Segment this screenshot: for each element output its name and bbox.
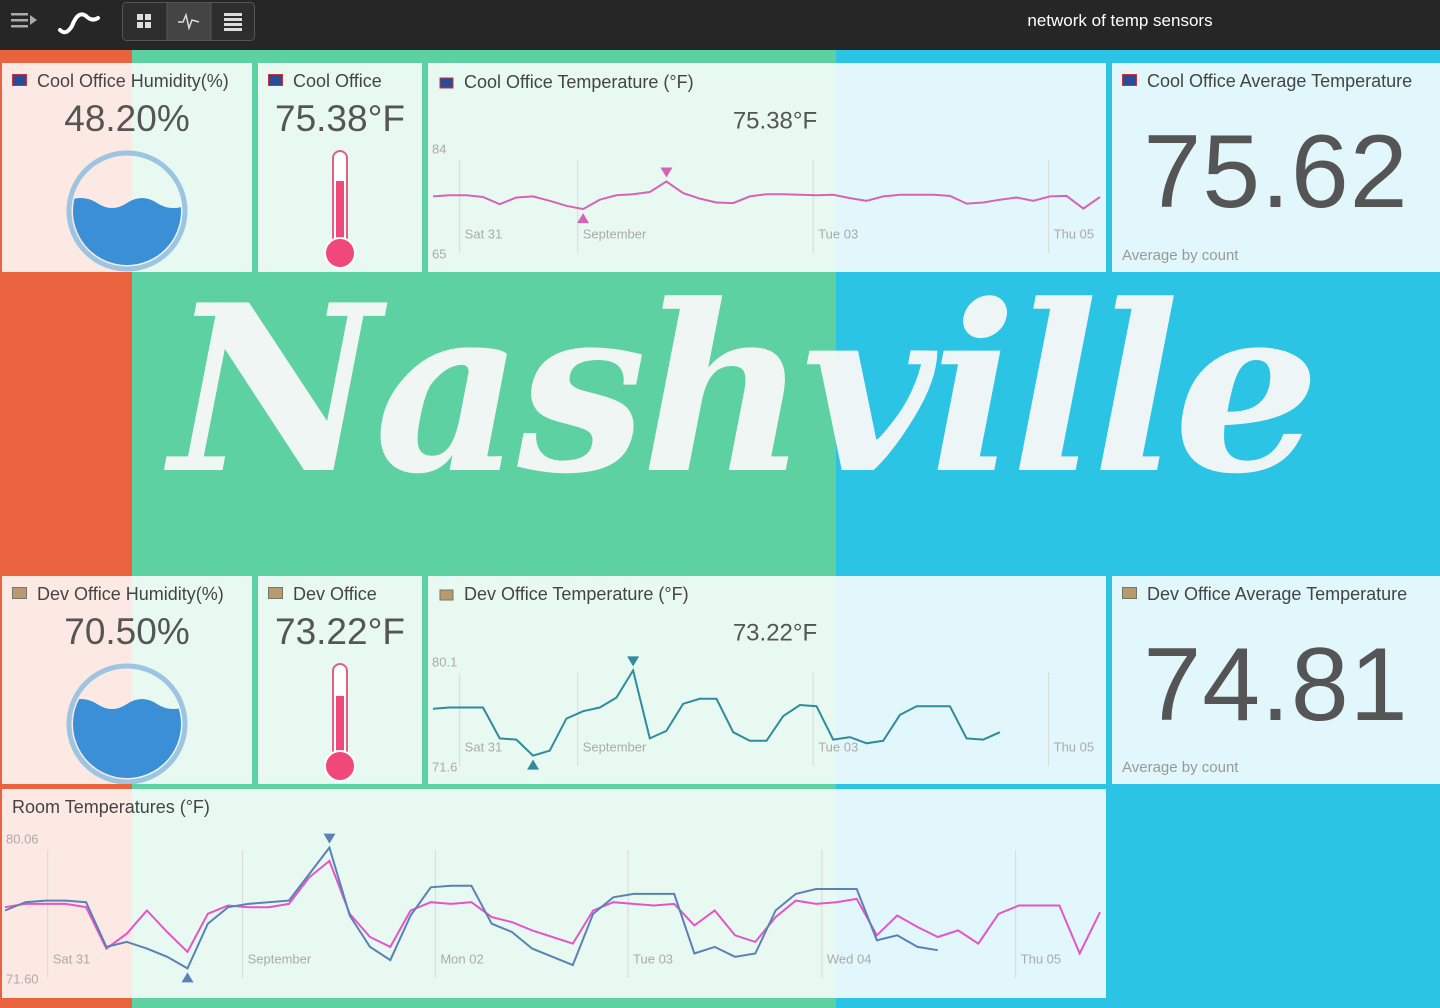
gauge — [66, 150, 188, 272]
y-tick-label: 71.60 — [6, 971, 39, 986]
title-text: Cool Office — [293, 71, 382, 91]
background-text: Nashville — [170, 255, 1320, 525]
chart-title: Room Temperatures (°F) — [12, 797, 210, 817]
header-title: network of temp sensors — [1027, 11, 1212, 30]
tile-value: 75.38°F — [275, 98, 405, 139]
logo — [58, 12, 100, 35]
y-tick-label: 65 — [432, 246, 446, 261]
chart-title: Dev Office Temperature (°F) — [464, 584, 689, 604]
thermometer — [324, 150, 356, 269]
series-line — [4, 859, 1101, 956]
tile-title: Dev Office — [268, 584, 377, 605]
tile-title: Cool Office — [268, 71, 382, 92]
title-text: Cool Office Humidity(%) — [37, 71, 229, 91]
x-tick-label: Thu 05 — [1054, 739, 1094, 754]
y-tick-label: 80.1 — [432, 654, 457, 669]
average-value: 75.62 — [1143, 114, 1409, 230]
thermometer — [324, 663, 356, 782]
tile-title: Dev Office Humidity(%) — [12, 584, 224, 605]
tile-value: 70.50% — [64, 611, 190, 652]
x-tick-label: Tue 03 — [633, 951, 673, 966]
min-marker — [527, 759, 540, 770]
average-tile: Cool Office Average Temperature 75.62 Av… — [1112, 63, 1440, 272]
temp-tile: Cool Office 75.38°F — [258, 63, 422, 272]
tile-title: Cool Office Average Temperature — [1122, 71, 1412, 92]
tile-title: Dev Office Average Temperature — [1122, 584, 1407, 605]
gauge — [66, 663, 188, 784]
x-tick-label: Mon 02 — [440, 951, 483, 966]
series-line — [4, 845, 938, 970]
temp-tile: Dev Office 73.22°F — [258, 576, 422, 784]
line-chart: Cool Office Temperature (°F) 75.38°F Sat… — [432, 72, 1101, 261]
tile-title: Cool Office Humidity(%) — [12, 71, 229, 92]
header: network of temp sensors — [0, 0, 1440, 50]
average-value: 74.81 — [1143, 627, 1409, 743]
y-tick-label: 84 — [432, 141, 446, 156]
current-value: 75.38°F — [733, 107, 817, 134]
view-list[interactable] — [224, 13, 242, 31]
min-marker — [181, 972, 194, 983]
line-chart: Dev Office Temperature (°F) 73.22°F Sat … — [432, 584, 1094, 775]
x-tick-label: September — [583, 226, 647, 241]
humidity-tile: Dev Office Humidity(%) 70.50% — [2, 576, 252, 784]
x-tick-label: Sat 31 — [53, 951, 91, 966]
view-chart[interactable] — [167, 3, 211, 40]
chart-tile: Dev Office Temperature (°F) 73.22°F Sat … — [428, 576, 1106, 784]
x-tick-label: Wed 04 — [827, 951, 872, 966]
x-tick-label: Tue 03 — [818, 226, 858, 241]
title-text: Dev Office Average Temperature — [1147, 584, 1408, 604]
x-tick-label: Thu 05 — [1021, 951, 1061, 966]
y-tick-label: 80.06 — [6, 831, 39, 846]
title-text: Cool Office Average Temperature — [1147, 71, 1413, 91]
x-tick-label: September — [248, 951, 312, 966]
average-caption: Average by count — [1122, 247, 1239, 264]
x-tick-label: Sat 31 — [465, 739, 503, 754]
chart-title: Cool Office Temperature (°F) — [464, 72, 694, 92]
x-tick-label: Thu 05 — [1054, 226, 1094, 241]
y-tick-label: 71.6 — [432, 759, 457, 774]
current-value: 73.22°F — [733, 619, 817, 646]
humidity-tile: Cool Office Humidity(%) 48.20% — [2, 63, 252, 272]
average-caption: Average by count — [1122, 759, 1239, 776]
max-marker — [323, 833, 336, 844]
max-marker — [627, 656, 640, 667]
average-tile: Dev Office Average Temperature 74.81 Ave… — [1112, 576, 1440, 784]
title-text: Dev Office Humidity(%) — [37, 584, 224, 604]
view-grid[interactable] — [137, 14, 151, 28]
x-tick-label: Sat 31 — [465, 226, 503, 241]
tile-value: 48.20% — [64, 98, 190, 139]
series-line — [432, 180, 1101, 211]
x-tick-label: September — [583, 739, 647, 754]
header-icons: network of temp sensors — [11, 2, 1213, 41]
series-line — [432, 667, 1001, 757]
line-chart: Room Temperatures (°F) Sat 31 September Mo… — [4, 797, 1101, 986]
chart-tile: Cool Office Temperature (°F) 75.38°F Sat… — [428, 63, 1106, 272]
chart-tile: Room Temperatures (°F) Sat 31 September Mo… — [2, 789, 1106, 998]
menu-button[interactable] — [11, 13, 37, 28]
x-tick-label: Tue 03 — [818, 739, 858, 754]
tile-value: 73.22°F — [275, 611, 405, 652]
max-marker — [660, 167, 673, 178]
title-text: Dev Office — [293, 584, 377, 604]
min-marker — [577, 213, 590, 224]
